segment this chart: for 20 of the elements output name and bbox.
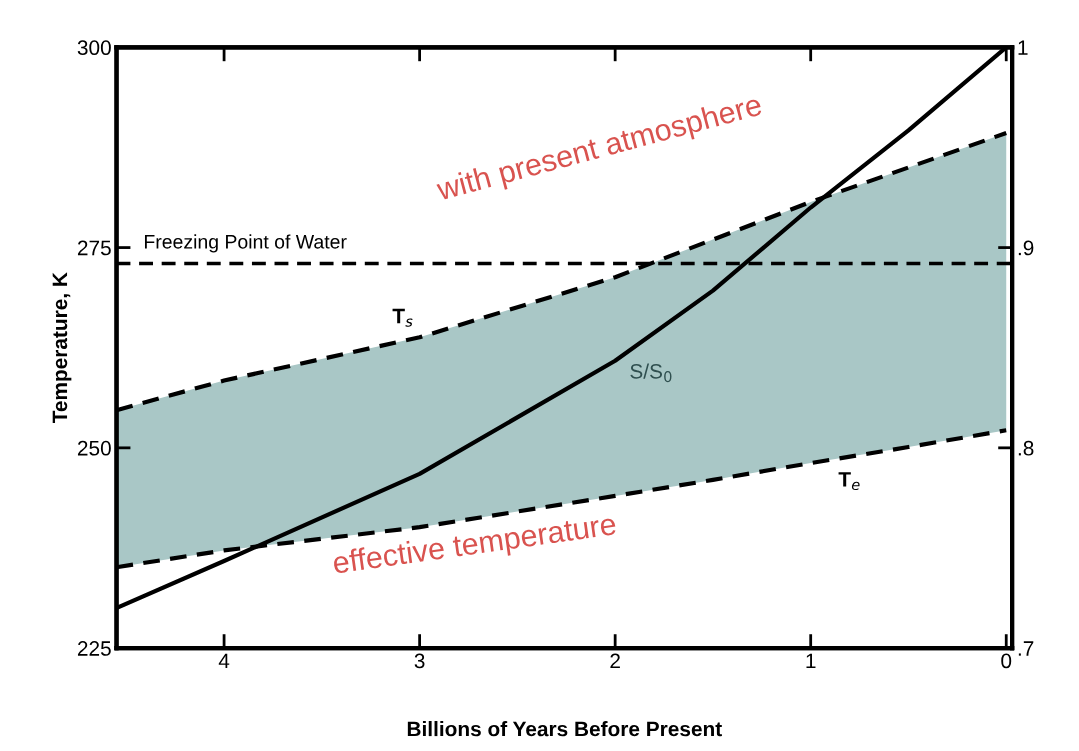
annotation: effective temperature xyxy=(332,512,618,580)
series-label: S/S$_{0}$ xyxy=(630,363,672,383)
y-tick-label: 250 xyxy=(77,440,111,456)
ref-line-label: Freezing Point of Water xyxy=(144,234,347,253)
x-tick-label: 1 xyxy=(806,653,816,669)
y-tick-label: 300 xyxy=(77,40,111,56)
series-label: T$_{e}$ xyxy=(838,472,860,491)
x-tick-label: 3 xyxy=(414,653,425,669)
y2-tick-label: .9 xyxy=(1018,240,1034,256)
x-tick-label: 4 xyxy=(218,653,230,669)
x-tick-label: 2 xyxy=(610,653,620,669)
y2-tick-label: 1 xyxy=(1018,40,1028,55)
y-axis-title: Temperature, K xyxy=(52,272,72,424)
x-axis-title: Billions of Years Before Present xyxy=(407,721,722,737)
x-tick-label: 0 xyxy=(1001,653,1012,669)
y-tick-label: 275 xyxy=(77,240,111,256)
y2-tick-label: .8 xyxy=(1018,440,1034,456)
y-tick-label: 225 xyxy=(77,641,111,656)
series-label: T$_{s}$ xyxy=(392,308,413,327)
y2-tick-label: .7 xyxy=(1018,641,1034,656)
